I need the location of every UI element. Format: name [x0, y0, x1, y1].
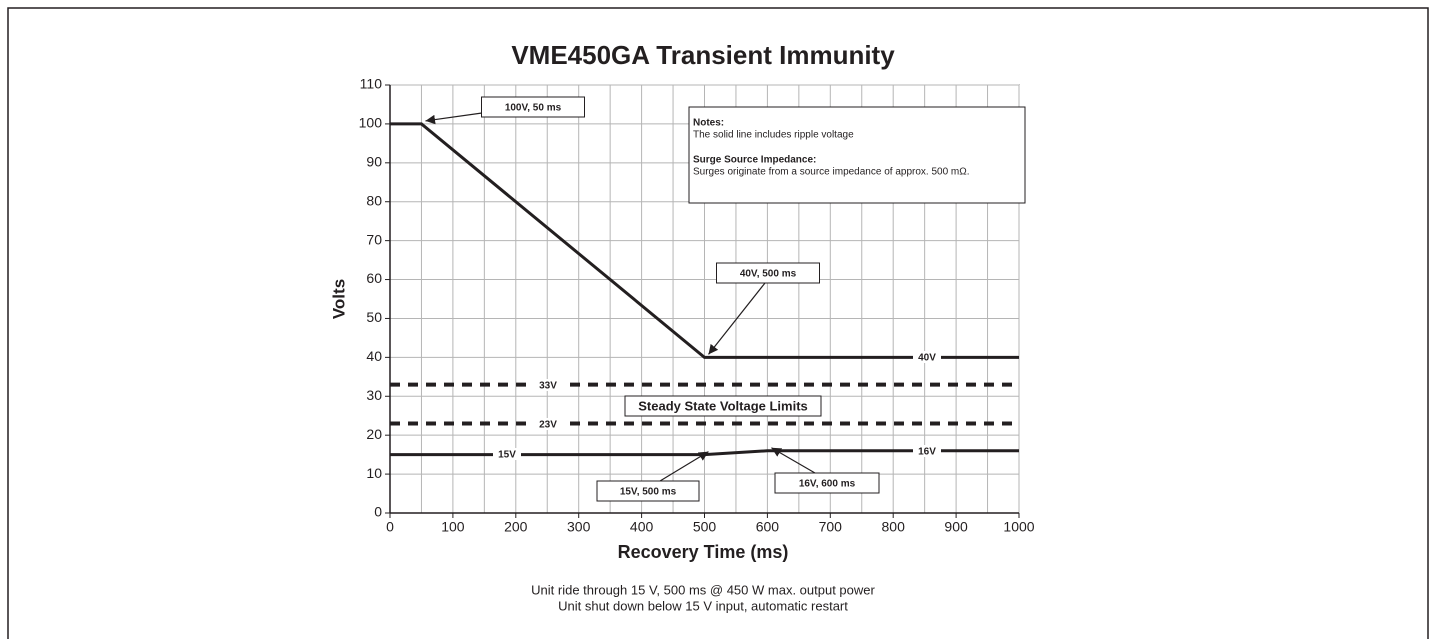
line-label-bg: [493, 448, 521, 460]
y-tick-label: 70: [366, 231, 382, 247]
series-line: [390, 122, 1019, 359]
x-tick-label: 800: [882, 519, 906, 535]
y-tick-label: 90: [366, 154, 382, 170]
x-tick-label: 500: [693, 519, 717, 535]
annotation-text: Steady State Voltage Limits: [638, 398, 808, 413]
annotation-arrow: [771, 447, 816, 474]
x-tick-label: 200: [504, 519, 528, 535]
annotation-text: 100V, 50 ms: [505, 103, 562, 114]
caption-line: Unit shut down below 15 V input, automat…: [558, 598, 848, 613]
line-label-bg: [533, 418, 563, 430]
line-label-bg: [913, 351, 941, 363]
annotation-text: 33V: [539, 381, 557, 392]
x-tick-label: 100: [441, 519, 465, 535]
line-label-bg: [913, 445, 941, 457]
x-tick-label: 400: [630, 519, 654, 535]
x-tick-label: 900: [944, 519, 968, 535]
x-tick-label: 600: [756, 519, 780, 535]
series-line: [390, 449, 1019, 457]
annotation-box: [774, 472, 880, 494]
annotation-text: 16V: [918, 447, 936, 458]
y-tick-label: 20: [366, 426, 382, 442]
y-tick-label: 100: [359, 115, 383, 131]
annotation-text: 16V, 600 ms: [799, 479, 856, 490]
notes-text: Surge Source Impedance:: [693, 155, 816, 166]
y-axis-label: Volts: [329, 279, 348, 319]
frame: [7, 7, 1429, 639]
y-tick-label: 50: [366, 309, 382, 325]
x-tick-label: 700: [819, 519, 843, 535]
annotation-box: [596, 480, 700, 502]
y-tick-label: 40: [366, 348, 382, 364]
x-tick-label: 1000: [1003, 519, 1034, 535]
caption-line: Unit ride through 15 V, 500 ms @ 450 W m…: [531, 582, 875, 597]
y-tick-label: 0: [374, 504, 382, 520]
annotation-text: 23V: [539, 420, 557, 431]
x-tick-label: 0: [386, 519, 394, 535]
annotation-arrow: [708, 282, 766, 355]
annotation-box: [624, 395, 822, 417]
annotation-box: [481, 96, 585, 118]
annotation-text: 40V: [918, 353, 936, 364]
notes-text: Notes:: [693, 118, 724, 129]
annotation-text: 40V, 500 ms: [740, 269, 797, 280]
y-tick-label: 10: [366, 465, 382, 481]
chart-title: VME450GA Transient Immunity: [511, 40, 895, 70]
y-tick-label: 60: [366, 270, 382, 286]
notes-text: The solid line includes ripple voltage: [693, 130, 854, 141]
x-tick-label: 300: [567, 519, 591, 535]
y-tick-label: 30: [366, 387, 382, 403]
annotation-box: [716, 262, 820, 284]
y-tick-label: 110: [360, 76, 383, 92]
x-axis-label: Recovery Time (ms): [618, 542, 789, 562]
annotation-arrow: [425, 112, 483, 125]
y-tick-label: 80: [366, 192, 382, 208]
annotation-text: 15V: [498, 450, 516, 461]
line-label-bg: [533, 379, 563, 391]
notes-box: [688, 106, 1026, 204]
annotation-text: 15V, 500 ms: [620, 487, 677, 498]
annotation-arrow: [659, 451, 709, 482]
notes-text: Surges originate from a source impedance…: [693, 167, 970, 178]
